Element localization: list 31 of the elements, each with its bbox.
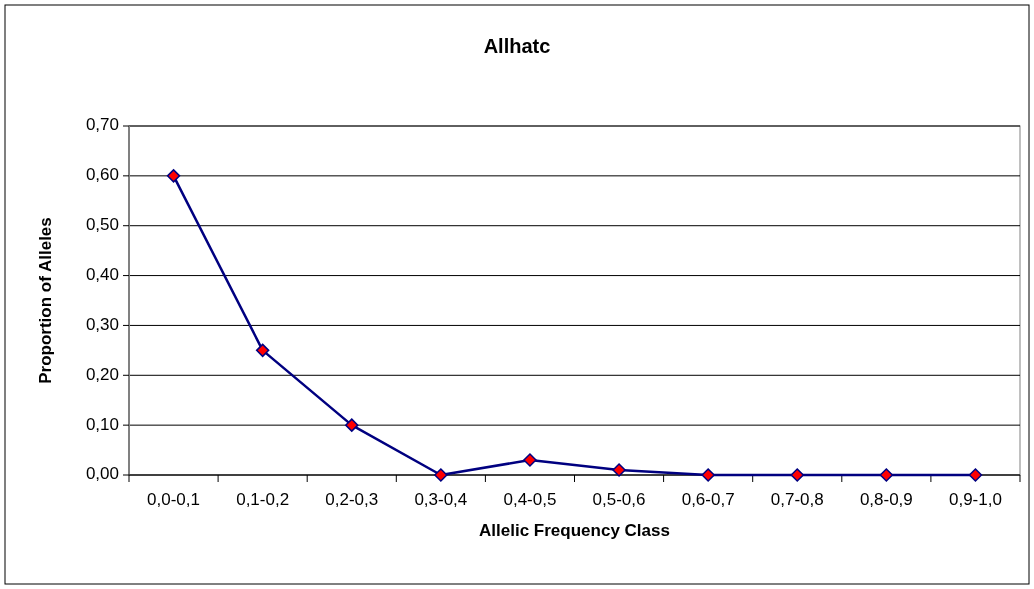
y-tick-label: 0,10 xyxy=(85,414,119,434)
y-tick-label: 0,20 xyxy=(85,364,119,384)
x-tick-label: 0,3-0,4 xyxy=(414,490,468,509)
chart-title: Allhatc xyxy=(483,35,551,57)
x-tick-label: 0,0-0,1 xyxy=(147,490,201,509)
point xyxy=(255,343,270,358)
point xyxy=(701,468,715,482)
point xyxy=(879,468,894,482)
y-tick-label: 0,50 xyxy=(85,215,119,235)
point xyxy=(523,453,537,467)
y-tick-label: 0,00 xyxy=(85,464,119,484)
y-tick-label: 0,30 xyxy=(85,314,119,334)
x-tick-label: 0,6-0,7 xyxy=(681,490,735,509)
x-tick-label: 0,1-0,2 xyxy=(236,490,290,509)
point xyxy=(434,468,448,482)
x-tick-label: 0,8-0,9 xyxy=(859,490,913,509)
point xyxy=(166,169,181,183)
y-tick-label: 0,40 xyxy=(85,265,119,285)
point xyxy=(345,418,359,432)
point xyxy=(790,468,804,482)
y-tick-label: 0,60 xyxy=(85,165,119,185)
x-tick-label: 0,7-0,8 xyxy=(770,490,824,509)
x-tick-label: 0,5-0,6 xyxy=(592,490,646,509)
x-tick-label: 0,9-1,0 xyxy=(948,490,1002,509)
point xyxy=(968,468,983,482)
y-axis-title: Proportion of Alleles xyxy=(36,217,55,384)
x-tick-label: 0,4-0,5 xyxy=(503,490,557,509)
point xyxy=(612,463,626,477)
x-tick-label: 0,2-0,3 xyxy=(325,490,379,509)
x-axis-title: Allelic Frequency Class xyxy=(479,521,670,540)
y-tick-label: 0,70 xyxy=(85,115,119,135)
